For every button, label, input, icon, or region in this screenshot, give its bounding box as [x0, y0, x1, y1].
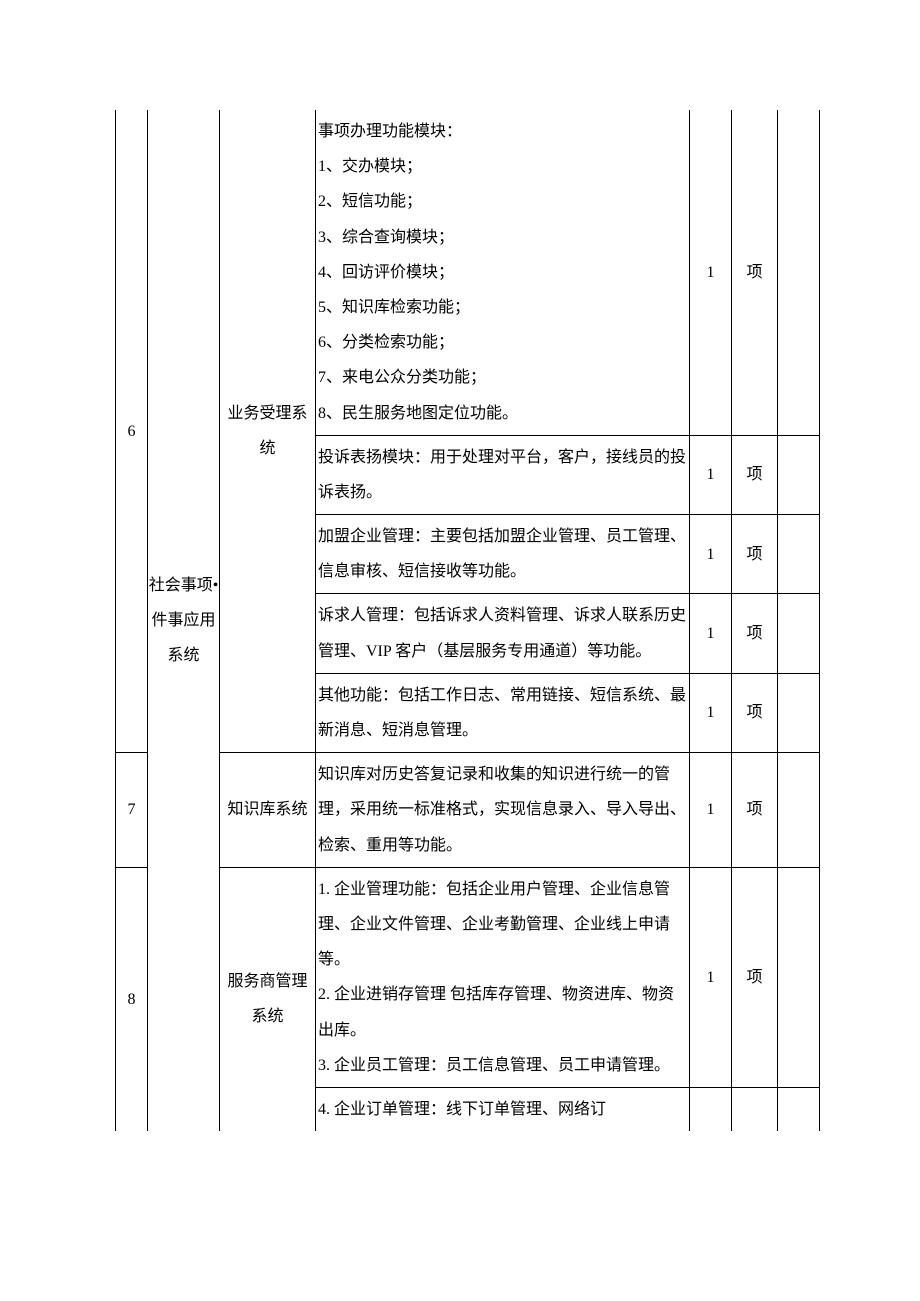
unit-cell: 项	[732, 867, 778, 1087]
unit-cell: 项	[732, 435, 778, 514]
unit-cell: 项	[732, 753, 778, 868]
desc-line: 5、知识库检索功能；	[318, 299, 470, 316]
qty-cell: 1	[690, 867, 732, 1087]
qty-cell	[690, 1087, 732, 1131]
desc-line: 加盟企业管理：主要包括加盟企业管理、员工管理、信息审核、短信接收等功能。	[318, 528, 686, 580]
desc-cell: 4. 企业订单管理：线下订单管理、网络订	[316, 1087, 690, 1131]
qty-cell: 1	[690, 673, 732, 752]
desc-line: 诉求人管理：包括诉求人资料管理、诉求人联系历史管理、VIP 客户（基层服务专用通…	[318, 607, 686, 659]
qty-cell: 1	[690, 753, 732, 868]
table-row: 6 社会事项•件事应用系统 业务受理系统 事项办理功能模块： 1、交办模块； 2…	[116, 110, 820, 435]
index-cell: 7	[116, 753, 148, 868]
desc-line: 2. 企业进销存管理 包括库存管理、物资进库、物资出库。	[318, 986, 674, 1038]
spec-table: 6 社会事项•件事应用系统 业务受理系统 事项办理功能模块： 1、交办模块； 2…	[115, 110, 820, 1131]
desc-line: 4. 企业订单管理：线下订单管理、网络订	[318, 1101, 606, 1118]
desc-line: 投诉表扬模块：用于处理对平台，客户，接线员的投诉表扬。	[318, 449, 686, 501]
index-cell: 8	[116, 867, 148, 1131]
system-cell: 服务商管理系统	[220, 867, 316, 1131]
system-cell: 知识库系统	[220, 753, 316, 868]
desc-line: 2、短信功能；	[318, 193, 422, 210]
desc-cell: 投诉表扬模块：用于处理对平台，客户，接线员的投诉表扬。	[316, 435, 690, 514]
desc-line: 其他功能：包括工作日志、常用链接、短信系统、最新消息、短消息管理。	[318, 687, 686, 739]
desc-line: 1. 企业管理功能：包括企业用户管理、企业信息管理、企业文件管理、企业考勤管理、…	[318, 881, 670, 968]
desc-cell: 诉求人管理：包括诉求人资料管理、诉求人联系历史管理、VIP 客户（基层服务专用通…	[316, 594, 690, 673]
table-row: 7 知识库系统 知识库对历史答复记录和收集的知识进行统一的管理，采用统一标准格式…	[116, 753, 820, 868]
index-cell: 6	[116, 110, 148, 753]
qty-cell: 1	[690, 515, 732, 594]
desc-line: 6、分类检索功能；	[318, 334, 454, 351]
unit-cell: 项	[732, 594, 778, 673]
desc-cell: 1. 企业管理功能：包括企业用户管理、企业信息管理、企业文件管理、企业考勤管理、…	[316, 867, 690, 1087]
desc-line: 4、回访评价模块；	[318, 264, 454, 281]
desc-line: 3. 企业员工管理：员工信息管理、员工申请管理。	[318, 1057, 670, 1074]
blank-cell	[778, 867, 820, 1087]
unit-cell	[732, 1087, 778, 1131]
table-row: 8 服务商管理系统 1. 企业管理功能：包括企业用户管理、企业信息管理、企业文件…	[116, 867, 820, 1087]
qty-cell: 1	[690, 110, 732, 435]
desc-line: 1、交办模块；	[318, 158, 422, 175]
desc-line: 8、民生服务地图定位功能。	[318, 405, 518, 422]
blank-cell	[778, 673, 820, 752]
document-page: 6 社会事项•件事应用系统 业务受理系统 事项办理功能模块： 1、交办模块； 2…	[0, 0, 920, 1301]
desc-cell: 加盟企业管理：主要包括加盟企业管理、员工管理、信息审核、短信接收等功能。	[316, 515, 690, 594]
desc-line: 3、综合查询模块；	[318, 229, 454, 246]
qty-cell: 1	[690, 594, 732, 673]
desc-cell: 其他功能：包括工作日志、常用链接、短信系统、最新消息、短消息管理。	[316, 673, 690, 752]
category-cell: 社会事项•件事应用系统	[148, 110, 220, 1131]
blank-cell	[778, 1087, 820, 1131]
desc-line: 事项办理功能模块：	[318, 123, 462, 140]
unit-cell: 项	[732, 673, 778, 752]
blank-cell	[778, 594, 820, 673]
unit-cell: 项	[732, 515, 778, 594]
system-cell: 业务受理系统	[220, 110, 316, 753]
unit-cell: 项	[732, 110, 778, 435]
blank-cell	[778, 110, 820, 435]
desc-line: 7、来电公众分类功能；	[318, 369, 486, 386]
qty-cell: 1	[690, 435, 732, 514]
desc-line: 知识库对历史答复记录和收集的知识进行统一的管理，采用统一标准格式，实现信息录入、…	[318, 766, 686, 853]
desc-cell: 事项办理功能模块： 1、交办模块； 2、短信功能； 3、综合查询模块； 4、回访…	[316, 110, 690, 435]
desc-cell: 知识库对历史答复记录和收集的知识进行统一的管理，采用统一标准格式，实现信息录入、…	[316, 753, 690, 868]
blank-cell	[778, 435, 820, 514]
blank-cell	[778, 515, 820, 594]
blank-cell	[778, 753, 820, 868]
